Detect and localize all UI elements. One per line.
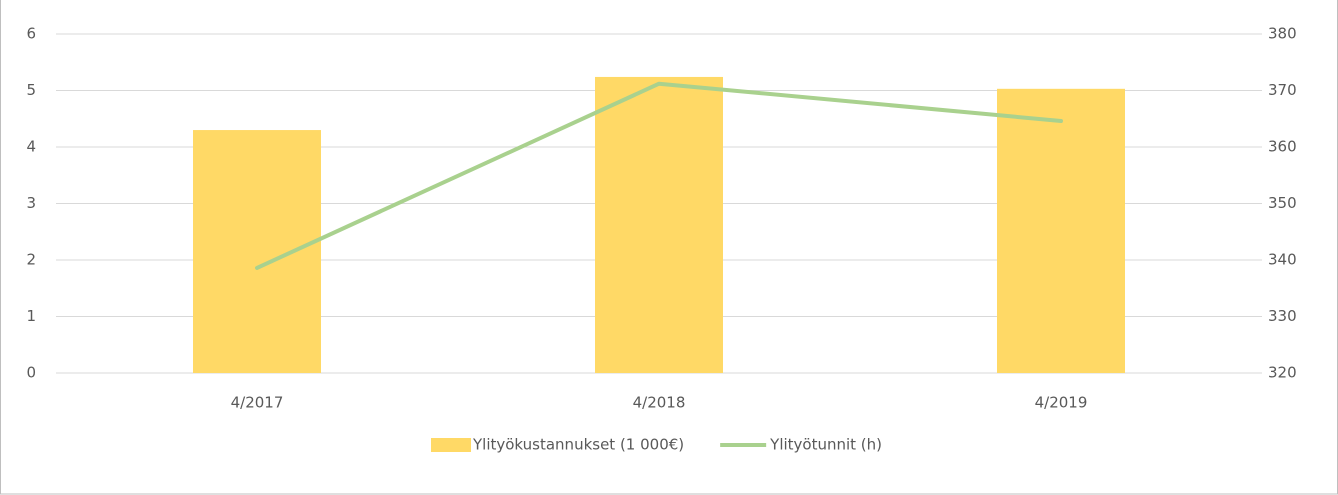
y2-tick-label: 380 (1268, 25, 1297, 43)
y-tick-label: 1 (26, 307, 36, 325)
legend-label: Ylityötunnit (h) (769, 436, 882, 454)
bar (193, 130, 321, 373)
y-tick-label: 3 (26, 194, 36, 212)
y2-tick-label: 330 (1268, 307, 1297, 325)
y-tick-label: 5 (26, 81, 36, 99)
y-tick-label: 6 (26, 25, 36, 43)
bar (997, 88, 1125, 374)
y2-tick-label: 370 (1268, 81, 1297, 99)
y-tick-label: 0 (26, 364, 36, 382)
x-tick-label: 4/2019 (1035, 394, 1088, 412)
line-series (255, 81, 1063, 270)
legend-swatch (431, 438, 471, 452)
y2-tick-label: 340 (1268, 251, 1297, 269)
y-tick-label: 2 (26, 251, 36, 269)
bar (595, 76, 723, 373)
y2-tick-label: 360 (1268, 138, 1297, 156)
y2-tick-label: 320 (1268, 364, 1297, 382)
y2-tick-label: 350 (1268, 194, 1297, 212)
x-tick-label: 4/2017 (231, 394, 284, 412)
x-tick-label: 4/2018 (633, 394, 686, 412)
y-tick-label: 4 (26, 138, 36, 156)
legend-label: Ylityökustannukset (1 000€) (472, 436, 684, 454)
